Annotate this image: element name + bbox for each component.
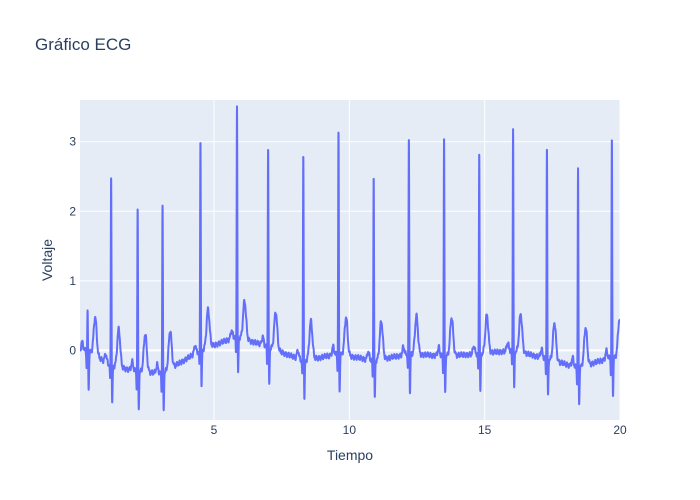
y-tick-label: 1	[69, 274, 76, 288]
y-axis-ticks: 0 1 2 3	[69, 135, 76, 358]
ecg-series-line	[80, 105, 620, 412]
x-tick-label: 10	[343, 423, 357, 437]
chart-title: Gráfico ECG	[35, 35, 131, 54]
plot-background	[80, 100, 620, 420]
x-tick-label: 20	[613, 423, 627, 437]
x-tick-label: 15	[478, 423, 492, 437]
x-axis-ticks: 5 10 15 20	[211, 423, 627, 437]
grid-lines	[80, 100, 621, 420]
y-tick-label: 3	[69, 135, 76, 149]
plot-area	[80, 105, 620, 412]
x-tick-label: 5	[211, 423, 218, 437]
x-axis-title: Tiempo	[327, 447, 373, 463]
y-axis-title: Voltaje	[39, 239, 55, 281]
y-tick-label: 0	[69, 343, 76, 357]
y-tick-label: 2	[69, 204, 76, 218]
